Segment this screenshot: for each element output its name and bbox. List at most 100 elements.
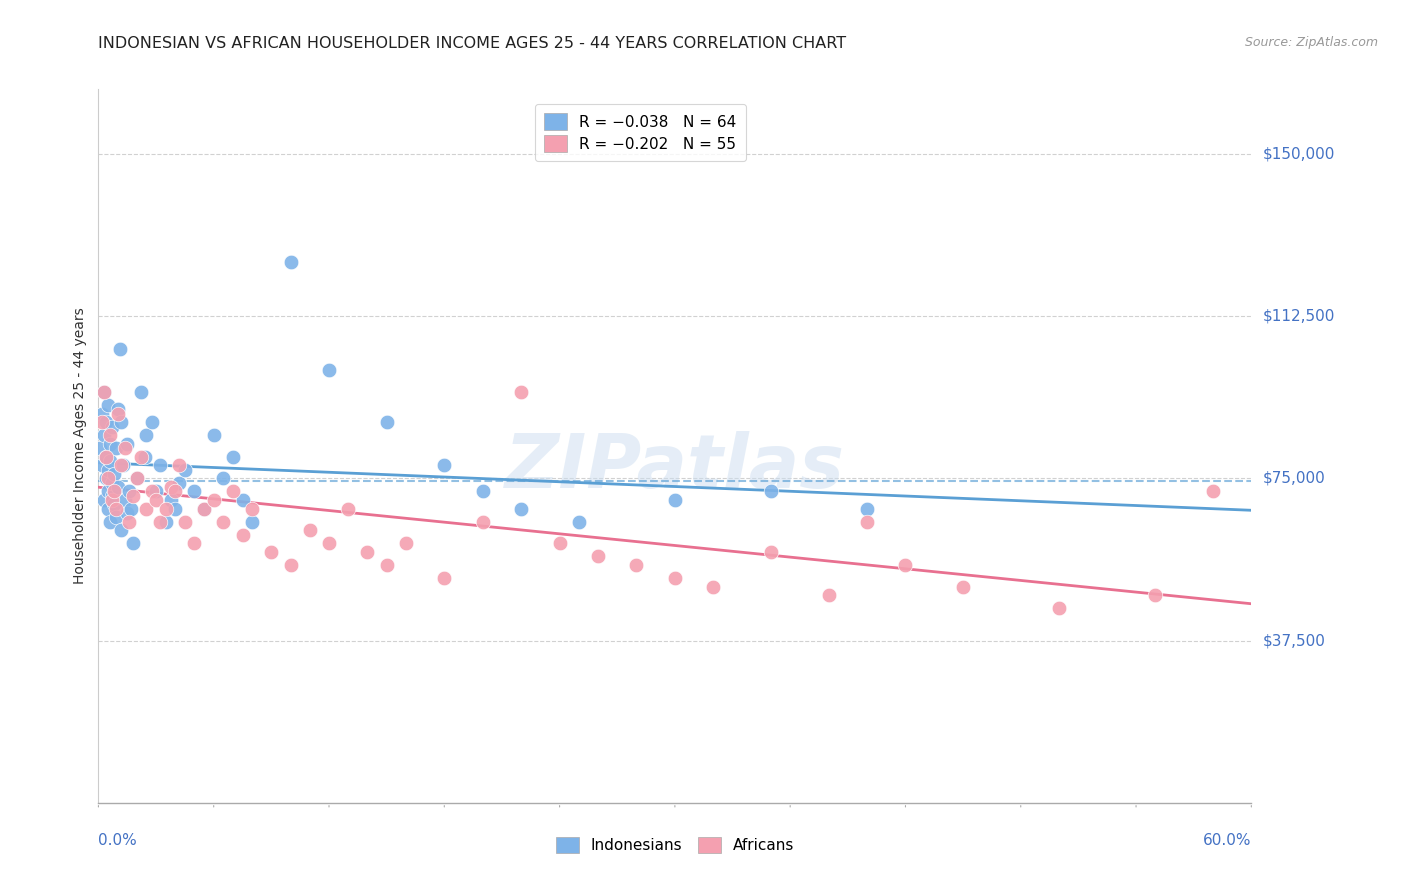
Point xyxy=(117,506,138,520)
Point xyxy=(91,415,114,429)
Text: Source: ZipAtlas.com: Source: ZipAtlas.com xyxy=(1244,36,1378,49)
Point xyxy=(114,493,136,508)
Point xyxy=(433,458,456,473)
Point xyxy=(97,471,120,485)
Legend: Indonesians, Africans: Indonesians, Africans xyxy=(550,830,800,859)
Point xyxy=(125,471,148,485)
Point xyxy=(193,501,215,516)
Point xyxy=(118,484,141,499)
Point xyxy=(107,402,129,417)
Text: 0.0%: 0.0% xyxy=(98,833,138,848)
Point xyxy=(160,480,183,494)
Point xyxy=(104,441,127,455)
Text: 60.0%: 60.0% xyxy=(1204,833,1251,848)
Point xyxy=(759,484,782,499)
Point xyxy=(471,515,494,529)
Point xyxy=(135,501,157,516)
Point xyxy=(702,580,724,594)
Point xyxy=(174,515,197,529)
Point xyxy=(952,580,974,594)
Point xyxy=(141,415,163,429)
Point xyxy=(165,484,187,499)
Point xyxy=(101,419,124,434)
Point xyxy=(98,454,121,468)
Point xyxy=(117,437,138,451)
Point xyxy=(93,493,115,508)
Point xyxy=(856,501,879,516)
Point xyxy=(1144,588,1167,602)
Point xyxy=(298,524,321,538)
Point xyxy=(165,501,187,516)
Point xyxy=(98,515,121,529)
Point xyxy=(167,458,190,473)
Point xyxy=(626,558,648,572)
Point xyxy=(89,441,111,455)
Point xyxy=(93,384,115,399)
Point xyxy=(94,450,117,464)
Point xyxy=(155,501,177,516)
Point xyxy=(103,484,125,499)
Point xyxy=(98,437,121,451)
Point xyxy=(129,450,152,464)
Point xyxy=(586,549,609,564)
Point xyxy=(212,515,235,529)
Point xyxy=(107,407,129,421)
Point xyxy=(260,545,283,559)
Point xyxy=(103,497,125,511)
Point xyxy=(110,458,132,473)
Point xyxy=(141,484,163,499)
Point xyxy=(110,524,132,538)
Point xyxy=(134,450,156,464)
Point xyxy=(183,536,205,550)
Point xyxy=(664,571,686,585)
Point xyxy=(202,493,225,508)
Point xyxy=(222,450,245,464)
Point xyxy=(91,458,114,473)
Point xyxy=(337,501,360,516)
Point xyxy=(160,493,183,508)
Point xyxy=(93,384,115,399)
Point xyxy=(93,428,115,442)
Point xyxy=(318,536,340,550)
Point xyxy=(114,441,136,455)
Point xyxy=(103,467,125,482)
Point xyxy=(894,558,917,572)
Point xyxy=(375,558,398,572)
Point xyxy=(118,515,141,529)
Point xyxy=(510,501,533,516)
Point xyxy=(129,384,152,399)
Point xyxy=(280,255,302,269)
Point xyxy=(231,527,254,541)
Point xyxy=(395,536,418,550)
Point xyxy=(817,588,839,602)
Point xyxy=(167,475,190,490)
Point xyxy=(155,515,177,529)
Point xyxy=(664,493,686,508)
Point xyxy=(94,471,117,485)
Y-axis label: Householder Income Ages 25 - 44 years: Householder Income Ages 25 - 44 years xyxy=(73,308,87,584)
Point xyxy=(122,536,145,550)
Point xyxy=(548,536,571,550)
Point xyxy=(1202,484,1225,499)
Point xyxy=(375,415,398,429)
Point xyxy=(1047,601,1070,615)
Point xyxy=(280,558,302,572)
Point xyxy=(94,415,117,429)
Point xyxy=(183,484,205,499)
Point xyxy=(510,384,533,399)
Point xyxy=(471,484,494,499)
Point xyxy=(98,428,121,442)
Point xyxy=(91,407,114,421)
Point xyxy=(240,501,263,516)
Point xyxy=(122,489,145,503)
Point xyxy=(135,428,157,442)
Point xyxy=(149,515,172,529)
Point xyxy=(97,463,120,477)
Point xyxy=(318,363,340,377)
Point xyxy=(433,571,456,585)
Point xyxy=(356,545,378,559)
Point xyxy=(97,484,120,499)
Point xyxy=(193,501,215,516)
Point xyxy=(101,475,124,490)
Point xyxy=(568,515,591,529)
